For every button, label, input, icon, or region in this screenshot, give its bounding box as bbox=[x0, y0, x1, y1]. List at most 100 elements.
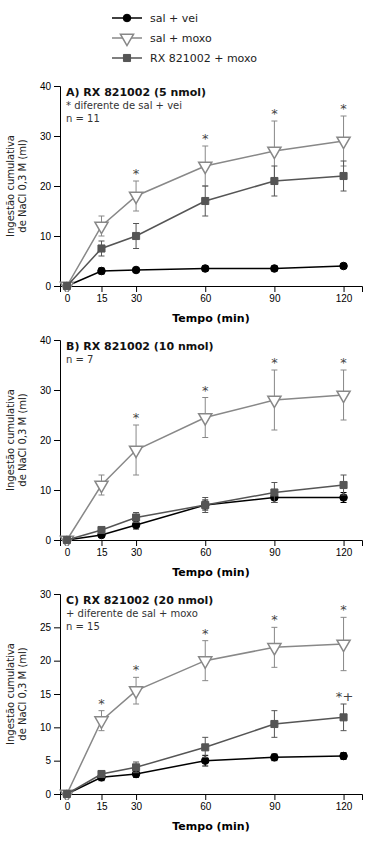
y-axis-title: Ingestão cumulativade NaCl 0,3 M (ml) bbox=[5, 643, 28, 745]
error-bar-cap bbox=[271, 737, 277, 738]
tick-label: 40 bbox=[40, 335, 52, 346]
tick: 60 bbox=[200, 286, 212, 304]
tick: 30 bbox=[40, 131, 60, 142]
error-bar-cap bbox=[341, 161, 347, 162]
tick-label: 120 bbox=[336, 547, 353, 558]
data-point bbox=[63, 282, 71, 290]
error-bar bbox=[133, 521, 139, 529]
series bbox=[60, 617, 350, 800]
annotation: * bbox=[202, 131, 209, 146]
error-bar-cap bbox=[202, 497, 208, 498]
y-axis-title: Ingestão cumulativade NaCl 0,3 M (ml) bbox=[5, 135, 28, 237]
chart-root: sal + vei sal + moxo RX 821002 + moxo 0 10 20… bbox=[0, 0, 374, 852]
tick: 120 bbox=[336, 540, 353, 558]
error-bar bbox=[133, 224, 139, 249]
tick: 120 bbox=[336, 286, 353, 304]
data-point bbox=[201, 501, 209, 509]
error-bar bbox=[202, 498, 208, 513]
tick-mark bbox=[101, 540, 102, 546]
tick-mark bbox=[136, 286, 137, 292]
series-line bbox=[67, 395, 344, 540]
tick-label: 20 bbox=[40, 435, 52, 446]
tick-label: 40 bbox=[40, 81, 52, 92]
marks bbox=[60, 370, 350, 546]
tick: 40 bbox=[40, 335, 60, 346]
error-bar bbox=[271, 166, 277, 196]
tick-label: 0 bbox=[45, 535, 51, 546]
tick-label: 25 bbox=[40, 622, 52, 633]
tick-mark bbox=[101, 286, 102, 292]
error-bar-cap bbox=[341, 475, 347, 476]
series-line bbox=[67, 498, 344, 541]
data-point bbox=[129, 192, 142, 203]
error-bar-cap bbox=[202, 512, 208, 513]
panel-texts: C) RX 821002 (20 nmol)+ diferente de sal… bbox=[66, 594, 354, 711]
data-point bbox=[95, 222, 108, 233]
tick-label: 15 bbox=[96, 547, 108, 558]
tick-label: 30 bbox=[40, 589, 52, 600]
error-bar-cap bbox=[133, 512, 139, 513]
note: n = 15 bbox=[66, 621, 100, 632]
data-point bbox=[132, 266, 140, 274]
legend-item: sal + vei bbox=[112, 12, 198, 25]
error-bar-cap bbox=[202, 737, 208, 738]
data-point bbox=[63, 282, 70, 289]
tick-mark bbox=[54, 340, 60, 341]
panel-texts: B) RX 821002 (10 nmol)n = 7**** bbox=[66, 340, 347, 425]
tick-mark bbox=[274, 286, 275, 292]
tick: 60 bbox=[200, 540, 212, 558]
axis-domain bbox=[61, 795, 363, 801]
legend-marker bbox=[120, 34, 133, 45]
series-line bbox=[67, 717, 344, 794]
error-bar-cap bbox=[271, 196, 277, 197]
data-point bbox=[199, 414, 212, 425]
panel-title: A) RX 821002 (5 nmol) bbox=[66, 86, 206, 99]
error-bar-cap bbox=[271, 430, 277, 431]
tick: 30 bbox=[131, 286, 143, 304]
tick-label: 5 bbox=[45, 755, 51, 766]
data-point bbox=[202, 744, 209, 751]
error-bar-cap bbox=[271, 502, 277, 503]
data-point bbox=[63, 790, 71, 798]
error-bar-cap bbox=[133, 772, 139, 773]
tick: 10 bbox=[40, 231, 60, 242]
error-bar bbox=[202, 737, 208, 757]
data-point bbox=[202, 501, 209, 508]
error-bar-cap bbox=[202, 186, 208, 187]
legend-label: sal + vei bbox=[150, 12, 198, 25]
tick: 60 bbox=[200, 794, 212, 812]
error-bar bbox=[202, 755, 208, 766]
legend-item: RX 821002 + moxo bbox=[112, 52, 257, 65]
data-point bbox=[271, 720, 278, 727]
error-bar bbox=[271, 754, 277, 761]
note: n = 7 bbox=[66, 354, 93, 365]
data-point bbox=[271, 489, 278, 496]
tick-label: 30 bbox=[40, 131, 52, 142]
x-axis: 015306090120 bbox=[61, 794, 363, 812]
tick-mark bbox=[54, 794, 60, 795]
data-point bbox=[340, 262, 348, 270]
data-point bbox=[271, 265, 279, 273]
series bbox=[60, 116, 350, 292]
legend-item: sal + moxo bbox=[112, 32, 212, 46]
error-bar-cap bbox=[133, 522, 139, 523]
tick-label: 10 bbox=[40, 485, 52, 496]
tick-label: 20 bbox=[40, 181, 52, 192]
annotation: * bbox=[271, 612, 278, 627]
data-point bbox=[340, 714, 347, 721]
series bbox=[63, 475, 347, 544]
series-line bbox=[67, 485, 344, 540]
data-point bbox=[199, 657, 212, 668]
error-bar bbox=[341, 753, 347, 760]
error-bar-cap bbox=[98, 256, 104, 257]
data-point bbox=[199, 162, 212, 173]
tick-mark bbox=[344, 540, 345, 546]
data-point bbox=[95, 481, 108, 492]
data-point bbox=[340, 494, 348, 502]
error-bar-cap bbox=[133, 704, 139, 705]
error-bar bbox=[133, 513, 139, 523]
tick: 0 bbox=[45, 281, 60, 292]
tick-label: 90 bbox=[269, 547, 281, 558]
tick: 25 bbox=[40, 622, 60, 633]
data-point bbox=[63, 536, 71, 544]
